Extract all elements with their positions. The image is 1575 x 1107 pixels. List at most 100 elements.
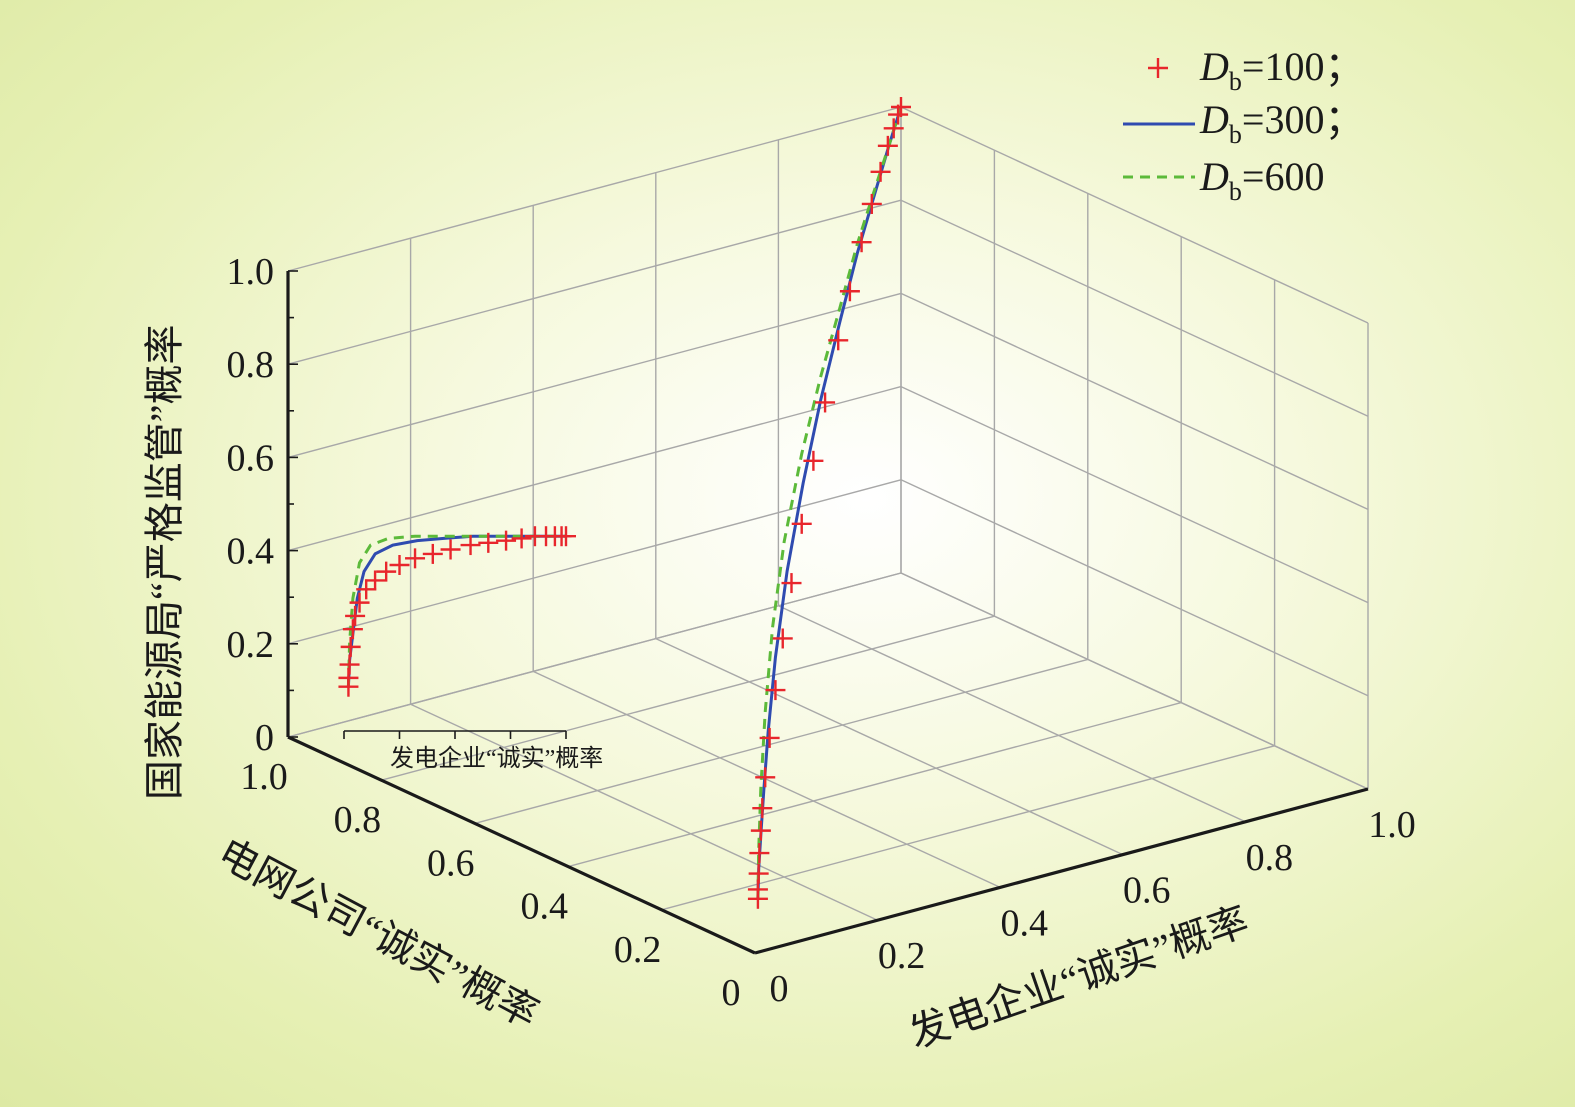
data-point-plus — [803, 450, 824, 471]
backwall-grid-line — [287, 572, 902, 738]
legend-label-100: Db=100； — [1199, 44, 1364, 96]
backwall-grid-line — [287, 479, 902, 645]
data-point-plus — [755, 767, 776, 788]
legend: Db=100； Db=300； Db=600 — [1123, 44, 1364, 206]
axes — [286, 270, 1369, 955]
floor-grid-line — [778, 605, 1246, 823]
floor-grid-line — [410, 703, 878, 921]
data-point-plus — [340, 636, 361, 657]
series-0-line — [756, 106, 903, 899]
z-tick-label: 1.0 — [227, 251, 275, 293]
floor-grid-line — [661, 745, 1275, 911]
data-point-plus — [349, 592, 370, 613]
data-point-plus — [851, 232, 872, 253]
data-point-plus — [752, 798, 773, 819]
floor-grid-line — [381, 615, 995, 781]
y-axis-line — [287, 735, 756, 955]
backwall-grid-line — [287, 199, 902, 365]
y-tick-label: 0.4 — [520, 886, 568, 928]
rightwall-grid-line — [900, 199, 1369, 417]
series-2-markers — [747, 97, 911, 909]
rightwall-grid-line — [900, 292, 1369, 511]
series-1-line — [756, 106, 903, 899]
y-tick-label: 0 — [722, 972, 741, 1014]
data-point-plus — [891, 97, 911, 117]
x-tick-label: 0.6 — [1123, 870, 1171, 912]
legend-label-300: Db=300； — [1199, 97, 1364, 149]
legend-entry-300: Db=300； — [1123, 97, 1364, 149]
wall-series-1-line — [346, 534, 566, 687]
data-point-plus — [765, 680, 786, 701]
data-point-plus — [496, 530, 517, 551]
legend-entry-600: Db=600 — [1123, 154, 1324, 206]
z-axis-label: 国家能源局“严格监管”概率 — [142, 324, 187, 800]
data-point-plus — [750, 820, 771, 841]
z-tick-label: 0.8 — [227, 344, 275, 386]
wall-series-2-markers — [338, 526, 576, 697]
data-point-plus — [791, 513, 812, 534]
rightwall-grid-line — [900, 572, 1369, 790]
data-point-plus — [405, 548, 426, 569]
x-tick-label: 0.2 — [878, 935, 926, 977]
data-point-plus — [556, 526, 576, 547]
legend-marker-plus — [1148, 58, 1168, 78]
data-point-plus — [781, 573, 802, 594]
rightwall-grid-line — [900, 106, 1369, 324]
rightwall-grid-line — [900, 479, 1369, 697]
data-point-plus — [883, 118, 904, 139]
z-tick-label: 0 — [255, 717, 274, 759]
data-point-plus — [749, 843, 770, 864]
data-point-plus — [748, 863, 769, 884]
x-axis-line — [754, 787, 1369, 955]
y-tick-label: 0.2 — [614, 929, 662, 971]
inset-axis-label: 发电企业“诚实”概率 — [390, 745, 603, 772]
data-point-plus — [345, 605, 366, 626]
y-tick-label: 0.8 — [334, 799, 382, 841]
z-tick-label: 0.6 — [227, 437, 275, 479]
data-point-plus — [839, 281, 860, 302]
data-point-plus — [342, 619, 363, 640]
tick-labels: 00.20.40.60.81.000.20.40.60.81.000.20.40… — [227, 251, 1416, 1014]
data-point-plus — [877, 135, 898, 156]
floor-grid-line — [655, 637, 1124, 856]
data-point-plus — [389, 554, 410, 575]
data-point-plus — [440, 539, 461, 560]
floor-grid-line — [568, 701, 1182, 868]
legend-entry-100: Db=100； — [1148, 44, 1364, 96]
data-point-plus — [861, 193, 882, 214]
data-point-plus — [365, 570, 386, 591]
data-point-plus — [1148, 58, 1168, 78]
data-point-plus — [478, 532, 499, 553]
legend-label-600: Db=600 — [1199, 154, 1324, 206]
data-point-plus — [772, 628, 793, 649]
y-tick-label: 1.0 — [240, 756, 288, 798]
x-tick-label: 0.8 — [1246, 837, 1294, 879]
backwall-grid-line — [287, 106, 902, 272]
grid-walls — [287, 106, 1369, 954]
y-tick-label: 0.6 — [427, 842, 475, 884]
series-group — [338, 97, 911, 909]
backwall-grid-line — [287, 385, 902, 552]
x-tick-label: 0 — [770, 968, 789, 1010]
data-point-plus — [511, 528, 532, 549]
data-point-plus — [356, 579, 377, 600]
data-point-plus — [870, 161, 891, 182]
data-point-plus — [828, 330, 849, 351]
data-point-plus — [376, 561, 397, 582]
data-point-plus — [759, 727, 780, 748]
data-point-plus — [815, 392, 836, 413]
data-point-plus — [460, 535, 481, 556]
data-point-plus — [422, 543, 443, 564]
z-tick-label: 0.2 — [227, 624, 275, 666]
floor-grid-line — [474, 658, 1088, 825]
x-tick-label: 1.0 — [1368, 804, 1416, 846]
x-axis-label: 发电企业“诚实”概率 — [903, 898, 1254, 1056]
z-tick-label: 0.4 — [227, 531, 275, 573]
x-tick-label: 0.4 — [1000, 902, 1048, 944]
y-axis-label: 电网公司“诚实”概率 — [211, 830, 546, 1037]
backwall-grid-line — [287, 292, 902, 459]
data-point-plus — [339, 654, 360, 675]
floor-grid-line — [532, 670, 1001, 889]
rightwall-grid-line — [900, 385, 1369, 604]
